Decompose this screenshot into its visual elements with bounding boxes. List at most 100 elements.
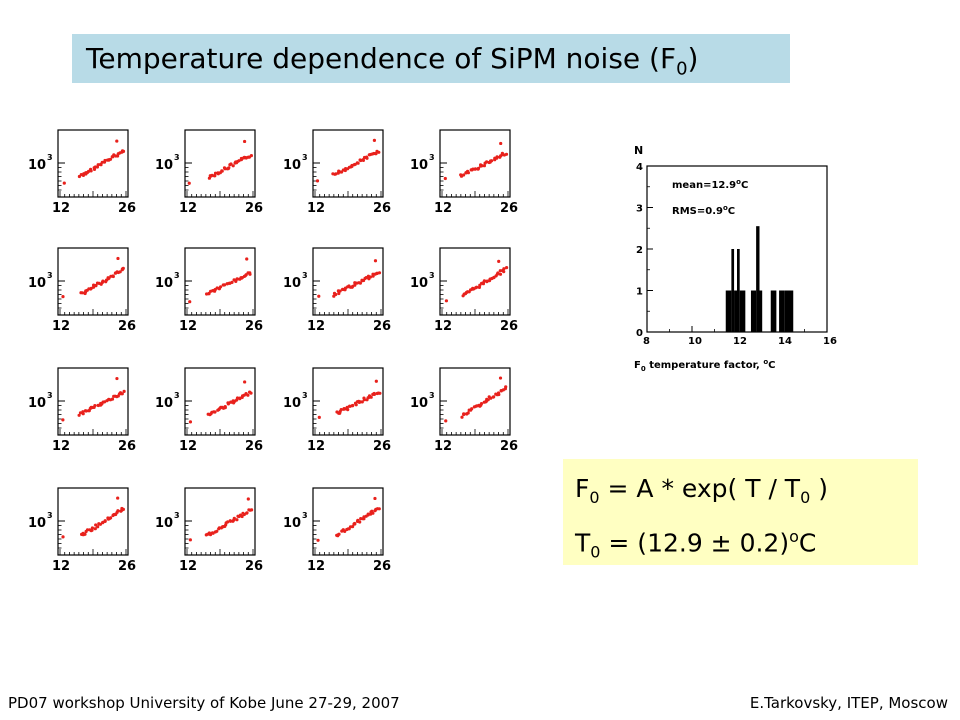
formula-2-b-sup: o — [789, 527, 799, 546]
data-point — [345, 405, 349, 409]
y-tick-label: 10 — [283, 276, 301, 291]
formula-line-2: T0 = (12.9 ± 0.2)oC — [575, 513, 918, 561]
hist-bar-2 — [731, 249, 735, 332]
data-point — [245, 511, 249, 515]
y-tick-exponent: 3 — [302, 511, 308, 520]
formula-1-b: = A * exp( T / T — [599, 474, 801, 503]
hist-bar-9 — [770, 290, 777, 332]
data-point — [84, 409, 88, 413]
data-point — [222, 166, 227, 170]
scatter-panel-11: 103 12 26 — [283, 367, 391, 454]
data-point — [372, 138, 377, 142]
data-point — [100, 280, 104, 284]
scatter-panel-15: 103 12 26 — [283, 487, 391, 574]
x-tick-label: 8 — [643, 336, 650, 347]
x-tick-label: 12 — [307, 559, 325, 574]
hist-bar-11 — [784, 290, 794, 332]
data-point — [498, 269, 502, 273]
x-tick-label: 26 — [245, 559, 263, 574]
data-point — [121, 507, 125, 511]
y-tick-exponent: 3 — [429, 391, 435, 400]
data-point — [213, 410, 217, 414]
formula-2-b: = (12.9 ± 0.2) — [600, 528, 790, 558]
data-point — [80, 291, 85, 295]
data-point — [213, 174, 217, 178]
data-point — [89, 169, 93, 173]
data-point — [81, 410, 85, 414]
x-tick-label: 10 — [688, 336, 702, 347]
data-point — [502, 267, 506, 271]
x-tick-label: 26 — [118, 319, 136, 334]
data-point — [492, 395, 496, 399]
data-point — [94, 283, 98, 288]
x-tick-label: 12 — [52, 201, 70, 216]
data-point — [499, 141, 503, 146]
y-tick-exponent: 3 — [47, 153, 53, 162]
x-tick-label: 12 — [179, 559, 197, 574]
data-point — [498, 272, 503, 276]
data-point — [111, 274, 115, 278]
y-tick-exponent: 3 — [302, 153, 308, 162]
data-point — [61, 418, 65, 422]
x-tick-label: 12 — [307, 319, 325, 334]
x-tick-label: 12 — [52, 319, 70, 334]
data-point — [78, 411, 83, 415]
y-tick-label: 3 — [636, 204, 643, 215]
title-close: ) — [687, 42, 699, 75]
data-point — [96, 163, 100, 167]
formula-1-a: F — [575, 474, 590, 503]
data-point — [479, 402, 484, 406]
data-point — [504, 385, 508, 389]
data-point — [338, 289, 342, 293]
data-point — [315, 179, 320, 183]
data-point — [495, 155, 499, 159]
y-tick-exponent: 3 — [302, 391, 308, 400]
hist-bar-8 — [759, 290, 763, 332]
data-point — [219, 285, 223, 289]
data-point — [466, 171, 470, 175]
y-tick-label: 10 — [410, 158, 428, 173]
data-point — [237, 159, 241, 163]
data-point — [188, 538, 192, 542]
data-point — [504, 152, 509, 156]
panel-frame — [312, 487, 384, 556]
data-point — [366, 512, 370, 516]
data-point — [231, 164, 235, 168]
data-point — [356, 161, 360, 165]
x-tick-label: 12 — [434, 201, 452, 216]
data-point — [248, 272, 252, 276]
y-tick-label: 10 — [410, 276, 428, 291]
data-point — [116, 256, 120, 261]
data-point — [444, 299, 449, 303]
data-point — [443, 176, 447, 181]
data-point — [96, 525, 100, 529]
data-point — [227, 166, 231, 170]
data-point — [103, 158, 107, 163]
slide-title: Temperature dependence of SiPM noise (F0… — [72, 34, 790, 83]
data-point — [223, 405, 227, 409]
data-point — [353, 522, 357, 526]
data-point — [215, 529, 219, 533]
x-tick-label: 26 — [500, 319, 518, 334]
data-point — [480, 164, 484, 168]
data-point — [470, 407, 474, 411]
x-tick-label: 26 — [245, 439, 263, 454]
data-point — [121, 149, 126, 153]
data-point — [476, 166, 481, 170]
y-tick-label: 10 — [155, 158, 173, 173]
data-point — [496, 391, 501, 395]
data-point — [365, 156, 369, 160]
scatter-panel-6: 103 12 26 — [155, 247, 263, 334]
scatter-panel-3: 103 12 26 — [283, 129, 391, 216]
data-point — [334, 292, 338, 297]
data-point — [358, 281, 362, 285]
data-point — [245, 257, 249, 261]
data-point — [110, 397, 115, 401]
data-point — [371, 272, 375, 276]
x-tick-label: 12 — [179, 201, 197, 216]
data-point — [115, 139, 119, 143]
data-point — [93, 404, 97, 408]
data-point — [317, 415, 321, 419]
